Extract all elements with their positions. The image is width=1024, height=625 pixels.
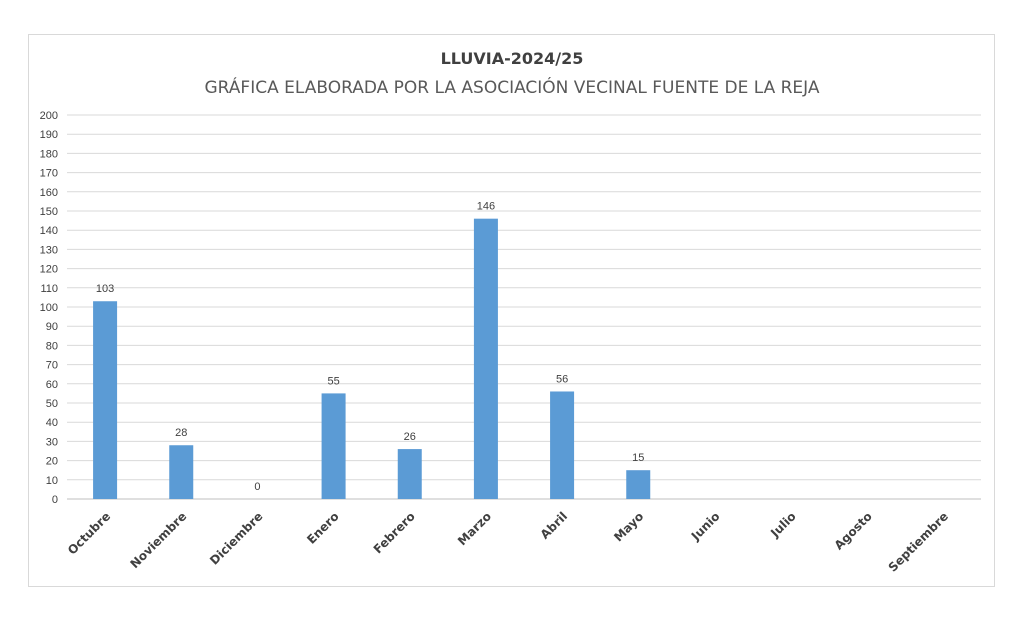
data-label: 15 (632, 452, 644, 464)
chart-title: LLUVIA-2024/25 (441, 49, 584, 68)
x-tick-label: Octubre (65, 509, 113, 557)
y-tick-label: 130 (40, 244, 58, 256)
x-tick-label: Mayo (611, 509, 646, 544)
data-label: 55 (327, 375, 339, 387)
y-tick-label: 90 (46, 321, 58, 333)
x-tick-label: Marzo (455, 509, 494, 548)
bar (169, 445, 194, 499)
bar (397, 449, 422, 499)
data-label: 146 (477, 201, 495, 213)
x-tick-label: Enero (304, 509, 342, 547)
bar (550, 391, 575, 499)
y-tick-label: 20 (46, 456, 58, 468)
y-tick-label: 70 (46, 360, 58, 372)
bar (473, 218, 498, 499)
x-tick-label: Diciembre (207, 509, 265, 567)
y-tick-label: 180 (40, 148, 58, 160)
y-tick-label: 60 (46, 379, 58, 391)
y-tick-label: 80 (46, 340, 58, 352)
y-tick-label: 0 (52, 494, 58, 506)
y-tick-label: 200 (40, 110, 58, 122)
chart-subtitle: GRÁFICA ELABORADA POR LA ASOCIACIÓN VECI… (204, 76, 819, 98)
y-tick-label: 170 (40, 168, 58, 180)
data-labels: 103 28 0 55 26 146 56 15 (96, 201, 644, 493)
y-tick-label: 190 (40, 129, 58, 141)
x-axis-tick-labels: Octubre Noviembre Diciembre Enero Febrero Mar… (65, 509, 951, 574)
y-tick-label: 100 (40, 302, 58, 314)
bar (626, 470, 651, 499)
x-tick-label: Febrero (371, 509, 418, 556)
x-tick-label: Julio (767, 509, 798, 540)
bars (93, 218, 651, 499)
x-tick-label: Abril (538, 509, 571, 542)
y-axis-tick-labels: 0 10 20 30 40 50 60 70 80 90 100 110 120 130 140 150 160… (40, 110, 58, 506)
bar-chart: LLUVIA-2024/25 GRÁFICA ELABORADA POR LA … (40, 49, 981, 575)
y-tick-label: 120 (40, 264, 58, 276)
data-label: 26 (404, 431, 416, 443)
data-label: 56 (556, 373, 568, 385)
x-tick-label: Noviembre (127, 509, 189, 571)
y-tick-label: 160 (40, 187, 58, 199)
y-tick-label: 110 (40, 283, 58, 295)
y-tick-label: 50 (46, 398, 58, 410)
chart-frame: LLUVIA-2024/25 GRÁFICA ELABORADA POR LA … (28, 34, 995, 587)
data-label: 103 (96, 283, 114, 295)
y-tick-label: 30 (46, 436, 58, 448)
x-tick-label: Septiembre (886, 509, 951, 574)
y-tick-label: 10 (46, 475, 58, 487)
x-tick-label: Agosto (832, 509, 875, 552)
y-tick-label: 40 (46, 417, 58, 429)
y-tick-label: 150 (40, 206, 58, 218)
bar (93, 301, 118, 499)
y-tick-label: 140 (40, 225, 58, 237)
gridlines (67, 114, 981, 500)
bar (321, 393, 346, 499)
x-tick-label: Junio (688, 509, 723, 544)
data-label: 0 (254, 481, 260, 493)
data-label: 28 (175, 427, 187, 439)
